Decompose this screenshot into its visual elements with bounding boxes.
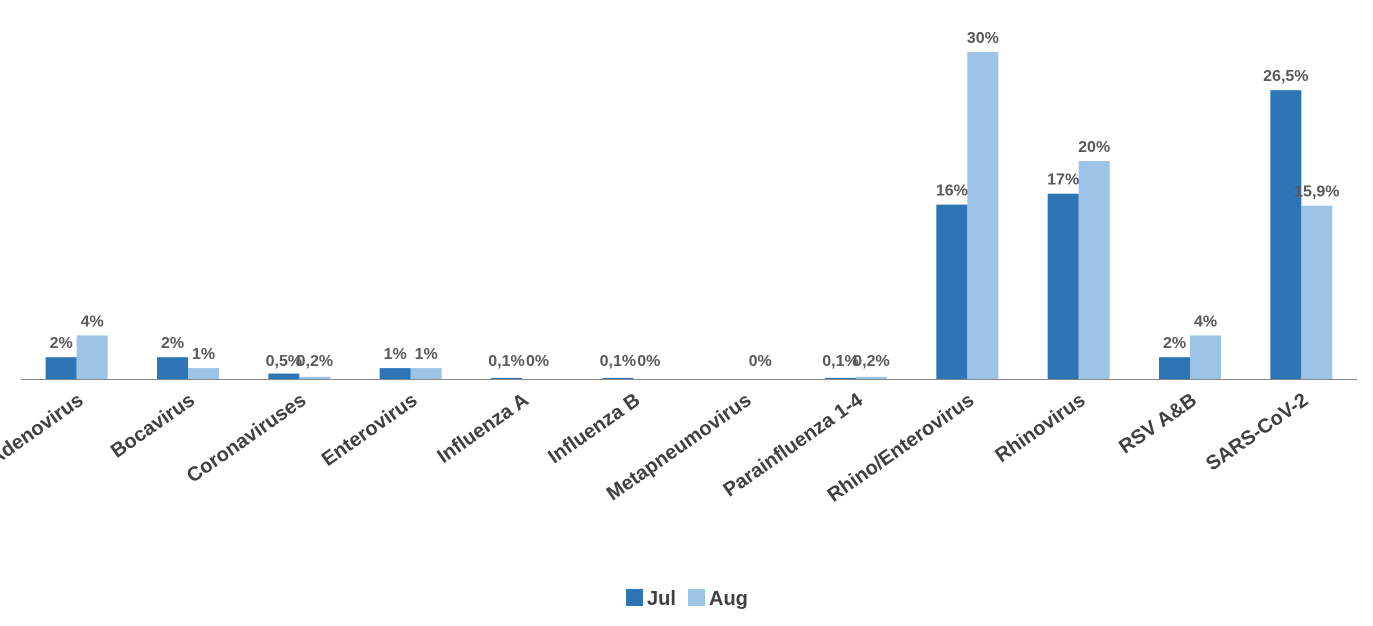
- data-label-jul-8: 16%: [936, 183, 968, 200]
- bar-aug-2: [299, 376, 331, 379]
- bar-aug-11: [1301, 205, 1333, 379]
- bar-aug-7: [856, 376, 887, 379]
- category-label-5: Influenza B: [544, 389, 644, 468]
- bar-jul-0: [45, 357, 77, 379]
- bar-aug-9: [1078, 161, 1110, 379]
- category-label-11: SARS-CoV-2: [1202, 389, 1312, 475]
- data-label-aug-6: 0%: [749, 353, 772, 370]
- legend: Jul Aug: [626, 588, 748, 610]
- bar-jul-9: [1047, 193, 1079, 379]
- bar-aug-1: [188, 368, 219, 379]
- legend-swatch-jul: [626, 589, 643, 606]
- data-label-jul-7: 0,1%: [822, 353, 858, 370]
- bar-jul-5: [602, 377, 634, 379]
- data-label-jul-11: 26,5%: [1263, 68, 1308, 85]
- bar-jul-10: [1159, 357, 1190, 379]
- category-label-10: RSV A&B: [1115, 389, 1201, 458]
- data-label-jul-4: 0,1%: [488, 353, 524, 370]
- data-label-aug-0: 4%: [81, 313, 104, 330]
- data-label-aug-10: 4%: [1194, 313, 1217, 330]
- bar-aug-0: [76, 335, 108, 379]
- bar-jul-11: [1270, 90, 1302, 380]
- data-labels-layer: 2%4%2%1% 0,5%0,2% 1% 1% 0,1% 0% 0,1% 0% 0% 0,1%0,…: [50, 30, 1340, 370]
- category-label-3: Enterovirus: [318, 389, 422, 471]
- data-label-jul-10: 2%: [1163, 335, 1186, 352]
- bar-jul-1: [157, 357, 188, 379]
- data-label-jul-0: 2%: [50, 335, 73, 352]
- legend-label-jul: Jul: [647, 588, 676, 610]
- data-label-aug-9: 20%: [1078, 139, 1110, 156]
- bar-jul-3: [379, 368, 411, 379]
- data-label-aug-5: 0%: [637, 353, 660, 370]
- bar-aug-8: [967, 52, 999, 379]
- data-label-aug-1: 1%: [192, 346, 215, 363]
- category-label-0: Adenovirus: [0, 389, 88, 470]
- data-label-aug-11: 15,9%: [1294, 184, 1339, 201]
- category-label-9: Rhinovirus: [991, 389, 1089, 467]
- data-label-jul-3: 1%: [384, 346, 407, 363]
- legend-swatch-aug: [688, 589, 705, 606]
- data-label-jul-1: 2%: [161, 335, 184, 352]
- bar-jul-7: [825, 377, 856, 379]
- data-label-jul-5: 0,1%: [600, 353, 636, 370]
- data-label-aug-4: 0%: [526, 353, 549, 370]
- data-label-aug-3: 1%: [415, 346, 438, 363]
- category-label-2: Coronaviruses: [183, 389, 310, 487]
- data-label-aug-7: 0,2%: [853, 353, 889, 370]
- bar-aug-10: [1190, 335, 1221, 379]
- data-label-aug-8: 30%: [967, 30, 999, 47]
- category-label-1: Bocavirus: [107, 389, 199, 462]
- bars-layer: [45, 52, 1333, 380]
- data-label-jul-9: 17%: [1047, 172, 1079, 189]
- legend-label-aug: Aug: [709, 588, 748, 610]
- data-label-jul-2: 0,5%: [266, 353, 302, 370]
- bar-jul-8: [936, 204, 968, 379]
- bar-jul-2: [268, 373, 300, 379]
- bar-aug-3: [410, 368, 442, 379]
- bar-jul-4: [491, 377, 522, 379]
- data-label-aug-2: 0,2%: [297, 353, 333, 370]
- category-label-4: Influenza A: [433, 389, 532, 468]
